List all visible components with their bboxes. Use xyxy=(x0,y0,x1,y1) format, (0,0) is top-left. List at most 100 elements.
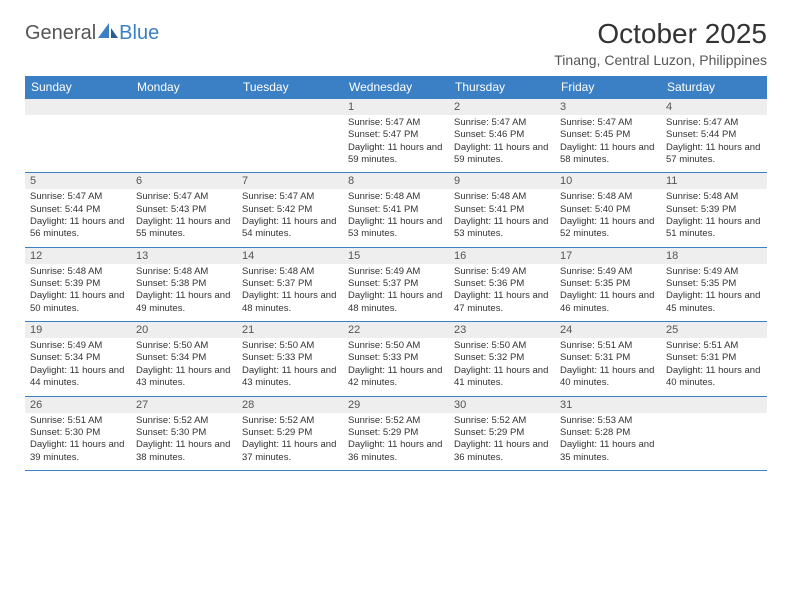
month-title: October 2025 xyxy=(554,18,767,50)
day-number: 20 xyxy=(131,322,237,338)
day-cell: 18Sunrise: 5:49 AMSunset: 5:35 PMDayligh… xyxy=(661,247,767,321)
calendar-body: 1Sunrise: 5:47 AMSunset: 5:47 PMDaylight… xyxy=(25,99,767,471)
day-header: Tuesday xyxy=(237,76,343,99)
logo-text-general: General xyxy=(25,22,96,45)
day-number: 5 xyxy=(25,173,131,189)
day-number: 19 xyxy=(25,322,131,338)
day-number: 7 xyxy=(237,173,343,189)
day-number: 10 xyxy=(555,173,661,189)
day-number xyxy=(25,99,131,115)
day-cell: 10Sunrise: 5:48 AMSunset: 5:40 PMDayligh… xyxy=(555,173,661,247)
day-number: 30 xyxy=(449,397,555,413)
day-cell: 7Sunrise: 5:47 AMSunset: 5:42 PMDaylight… xyxy=(237,173,343,247)
title-block: October 2025 Tinang, Central Luzon, Phil… xyxy=(554,18,767,68)
day-number: 17 xyxy=(555,248,661,264)
day-content xyxy=(237,115,343,167)
day-content: Sunrise: 5:48 AMSunset: 5:40 PMDaylight:… xyxy=(555,189,661,246)
day-content: Sunrise: 5:47 AMSunset: 5:44 PMDaylight:… xyxy=(661,115,767,172)
day-number: 9 xyxy=(449,173,555,189)
day-content: Sunrise: 5:47 AMSunset: 5:43 PMDaylight:… xyxy=(131,189,237,246)
day-cell: 13Sunrise: 5:48 AMSunset: 5:38 PMDayligh… xyxy=(131,247,237,321)
day-content xyxy=(661,413,767,465)
day-content: Sunrise: 5:50 AMSunset: 5:32 PMDaylight:… xyxy=(449,338,555,395)
day-cell: 3Sunrise: 5:47 AMSunset: 5:45 PMDaylight… xyxy=(555,99,661,173)
day-content: Sunrise: 5:49 AMSunset: 5:35 PMDaylight:… xyxy=(555,264,661,321)
day-cell: 5Sunrise: 5:47 AMSunset: 5:44 PMDaylight… xyxy=(25,173,131,247)
day-cell: 21Sunrise: 5:50 AMSunset: 5:33 PMDayligh… xyxy=(237,322,343,396)
day-number: 13 xyxy=(131,248,237,264)
day-cell: 9Sunrise: 5:48 AMSunset: 5:41 PMDaylight… xyxy=(449,173,555,247)
day-cell: 12Sunrise: 5:48 AMSunset: 5:39 PMDayligh… xyxy=(25,247,131,321)
day-cell: 4Sunrise: 5:47 AMSunset: 5:44 PMDaylight… xyxy=(661,99,767,173)
day-number: 11 xyxy=(661,173,767,189)
calendar-page: General Blue October 2025 Tinang, Centra… xyxy=(0,0,792,471)
day-number: 16 xyxy=(449,248,555,264)
day-number: 23 xyxy=(449,322,555,338)
day-number: 28 xyxy=(237,397,343,413)
day-number: 8 xyxy=(343,173,449,189)
day-cell: 30Sunrise: 5:52 AMSunset: 5:29 PMDayligh… xyxy=(449,396,555,470)
day-content: Sunrise: 5:47 AMSunset: 5:46 PMDaylight:… xyxy=(449,115,555,172)
day-cell xyxy=(131,99,237,173)
day-cell: 17Sunrise: 5:49 AMSunset: 5:35 PMDayligh… xyxy=(555,247,661,321)
day-content: Sunrise: 5:47 AMSunset: 5:45 PMDaylight:… xyxy=(555,115,661,172)
day-header-row: SundayMondayTuesdayWednesdayThursdayFrid… xyxy=(25,76,767,99)
day-header: Wednesday xyxy=(343,76,449,99)
day-number: 18 xyxy=(661,248,767,264)
day-cell: 20Sunrise: 5:50 AMSunset: 5:34 PMDayligh… xyxy=(131,322,237,396)
day-content: Sunrise: 5:49 AMSunset: 5:37 PMDaylight:… xyxy=(343,264,449,321)
day-number: 3 xyxy=(555,99,661,115)
day-number: 14 xyxy=(237,248,343,264)
day-cell: 31Sunrise: 5:53 AMSunset: 5:28 PMDayligh… xyxy=(555,396,661,470)
day-number: 24 xyxy=(555,322,661,338)
day-number xyxy=(237,99,343,115)
day-cell: 29Sunrise: 5:52 AMSunset: 5:29 PMDayligh… xyxy=(343,396,449,470)
logo: General Blue xyxy=(25,22,159,45)
day-number: 22 xyxy=(343,322,449,338)
week-row: 5Sunrise: 5:47 AMSunset: 5:44 PMDaylight… xyxy=(25,173,767,247)
day-number: 2 xyxy=(449,99,555,115)
day-number: 31 xyxy=(555,397,661,413)
day-content: Sunrise: 5:48 AMSunset: 5:41 PMDaylight:… xyxy=(343,189,449,246)
day-cell: 25Sunrise: 5:51 AMSunset: 5:31 PMDayligh… xyxy=(661,322,767,396)
day-cell: 22Sunrise: 5:50 AMSunset: 5:33 PMDayligh… xyxy=(343,322,449,396)
day-cell: 19Sunrise: 5:49 AMSunset: 5:34 PMDayligh… xyxy=(25,322,131,396)
sail-icon xyxy=(98,22,118,45)
day-cell xyxy=(25,99,131,173)
day-number: 6 xyxy=(131,173,237,189)
day-content xyxy=(131,115,237,167)
week-row: 12Sunrise: 5:48 AMSunset: 5:39 PMDayligh… xyxy=(25,247,767,321)
week-row: 26Sunrise: 5:51 AMSunset: 5:30 PMDayligh… xyxy=(25,396,767,470)
day-cell: 26Sunrise: 5:51 AMSunset: 5:30 PMDayligh… xyxy=(25,396,131,470)
day-content: Sunrise: 5:51 AMSunset: 5:30 PMDaylight:… xyxy=(25,413,131,470)
day-cell: 15Sunrise: 5:49 AMSunset: 5:37 PMDayligh… xyxy=(343,247,449,321)
day-number: 25 xyxy=(661,322,767,338)
day-cell: 6Sunrise: 5:47 AMSunset: 5:43 PMDaylight… xyxy=(131,173,237,247)
day-header: Monday xyxy=(131,76,237,99)
header: General Blue October 2025 Tinang, Centra… xyxy=(25,18,767,68)
week-row: 1Sunrise: 5:47 AMSunset: 5:47 PMDaylight… xyxy=(25,99,767,173)
day-content: Sunrise: 5:48 AMSunset: 5:41 PMDaylight:… xyxy=(449,189,555,246)
day-content: Sunrise: 5:52 AMSunset: 5:29 PMDaylight:… xyxy=(343,413,449,470)
calendar-table: SundayMondayTuesdayWednesdayThursdayFrid… xyxy=(25,76,767,471)
day-header: Saturday xyxy=(661,76,767,99)
day-cell: 24Sunrise: 5:51 AMSunset: 5:31 PMDayligh… xyxy=(555,322,661,396)
day-cell: 14Sunrise: 5:48 AMSunset: 5:37 PMDayligh… xyxy=(237,247,343,321)
location-text: Tinang, Central Luzon, Philippines xyxy=(554,52,767,68)
day-content: Sunrise: 5:48 AMSunset: 5:38 PMDaylight:… xyxy=(131,264,237,321)
day-cell: 8Sunrise: 5:48 AMSunset: 5:41 PMDaylight… xyxy=(343,173,449,247)
day-number: 12 xyxy=(25,248,131,264)
day-number: 4 xyxy=(661,99,767,115)
day-content: Sunrise: 5:52 AMSunset: 5:30 PMDaylight:… xyxy=(131,413,237,470)
day-cell: 16Sunrise: 5:49 AMSunset: 5:36 PMDayligh… xyxy=(449,247,555,321)
day-cell xyxy=(237,99,343,173)
day-content: Sunrise: 5:47 AMSunset: 5:44 PMDaylight:… xyxy=(25,189,131,246)
day-number: 1 xyxy=(343,99,449,115)
day-header: Friday xyxy=(555,76,661,99)
day-content: Sunrise: 5:49 AMSunset: 5:35 PMDaylight:… xyxy=(661,264,767,321)
day-content: Sunrise: 5:50 AMSunset: 5:33 PMDaylight:… xyxy=(237,338,343,395)
day-number: 27 xyxy=(131,397,237,413)
day-cell: 28Sunrise: 5:52 AMSunset: 5:29 PMDayligh… xyxy=(237,396,343,470)
day-number: 21 xyxy=(237,322,343,338)
day-content: Sunrise: 5:48 AMSunset: 5:37 PMDaylight:… xyxy=(237,264,343,321)
